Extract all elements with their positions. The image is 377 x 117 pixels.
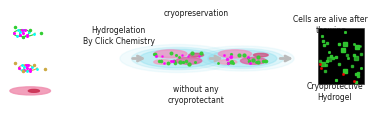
Text: without any
cryoprotectant: without any cryoprotectant (168, 85, 225, 105)
Text: Cryoprotective
Hydrogel: Cryoprotective Hydrogel (306, 82, 363, 102)
Ellipse shape (208, 50, 277, 67)
Ellipse shape (189, 53, 204, 57)
Ellipse shape (28, 89, 40, 92)
Ellipse shape (120, 44, 236, 73)
Ellipse shape (253, 53, 268, 57)
FancyArrowPatch shape (133, 56, 143, 61)
Text: cryopreservation: cryopreservation (164, 9, 229, 18)
Text: Cells are alive after
thawing: Cells are alive after thawing (294, 15, 368, 35)
Ellipse shape (176, 57, 202, 64)
Ellipse shape (218, 50, 251, 58)
Ellipse shape (201, 48, 284, 69)
Ellipse shape (154, 50, 187, 58)
Text: Hydrogelation
By Click Chemistry: Hydrogelation By Click Chemistry (83, 26, 155, 46)
Ellipse shape (132, 47, 224, 70)
FancyArrowPatch shape (280, 56, 290, 61)
Ellipse shape (10, 87, 51, 95)
FancyArrowPatch shape (210, 56, 220, 61)
Ellipse shape (241, 57, 266, 64)
Ellipse shape (154, 60, 172, 64)
Ellipse shape (139, 49, 216, 68)
Ellipse shape (191, 46, 294, 71)
FancyBboxPatch shape (318, 28, 364, 84)
Ellipse shape (218, 60, 237, 64)
